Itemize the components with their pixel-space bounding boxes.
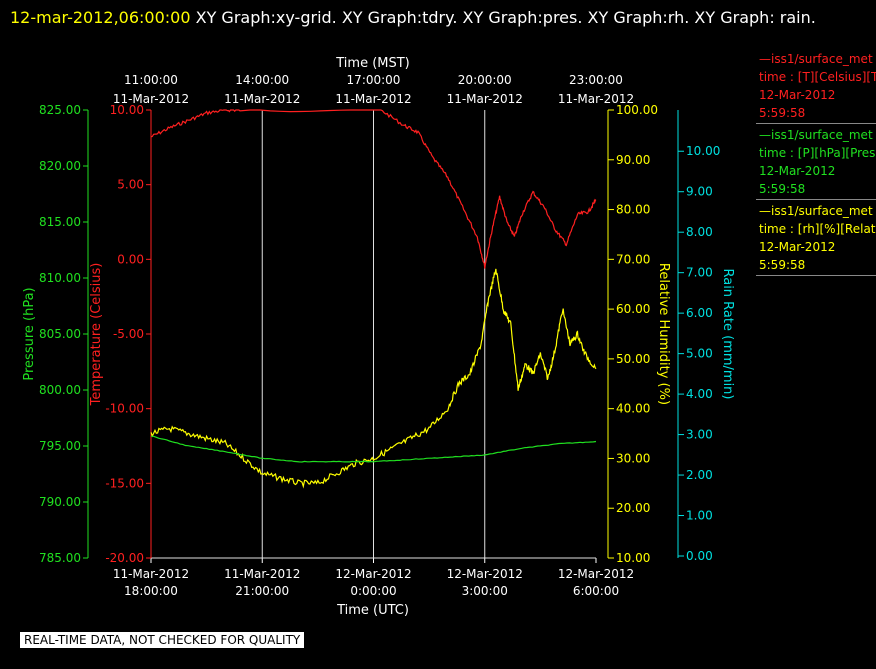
bottom-tick-time: 0:00:00 (350, 584, 396, 598)
legend-series-name: —iss1/surface_met (759, 204, 873, 218)
header-timestamp: 12-mar-2012,06:00:00 (10, 8, 191, 27)
rain-tick-label: 7.00 (686, 266, 713, 280)
top-axis-title: Time (MST) (335, 56, 410, 71)
legend-series-desc: time : [P][hPa][Pres (759, 146, 876, 160)
bottom-tick-time: 3:00:00 (462, 584, 508, 598)
legend-series-desc: time : [T][Celsius][T (759, 70, 876, 84)
rain-axis-label: Rain Rate (mm/min) (720, 268, 735, 399)
pressure-tick-label: 800.00 (39, 383, 81, 397)
bottom-tick-time: 18:00:00 (124, 584, 178, 598)
bottom-tick-time: 21:00:00 (235, 584, 289, 598)
top-tick-date: 11-Mar-2012 (224, 92, 300, 106)
pressure-tick-label: 820.00 (39, 159, 81, 173)
legend-series-desc: time : [rh][%][Relati (759, 222, 876, 236)
pressure-tick-label: 805.00 (39, 327, 81, 341)
series-line-temperature (150, 109, 597, 269)
temperature-tick-label: -20.00 (105, 551, 144, 565)
legend-series-name: —iss1/surface_met (759, 52, 873, 66)
rain-tick-label: 2.00 (686, 468, 713, 482)
temperature-tick-label: 0.00 (117, 252, 144, 266)
top-tick-date: 11-Mar-2012 (113, 92, 189, 106)
legend-date: 12-Mar-2012 (759, 88, 836, 102)
legend-entry-humidity[interactable]: —iss1/surface_met time : [rh][%][Relati … (756, 202, 876, 276)
bottom-tick-date: 11-Mar-2012 (113, 567, 189, 581)
legend-time: 5:59:58 (759, 258, 806, 272)
top-tick-time: 11:00:00 (124, 73, 178, 87)
rain-tick-label: 3.00 (686, 428, 713, 442)
legend-entry-pressure[interactable]: —iss1/surface_met time : [P][hPa][Pres 1… (756, 126, 876, 200)
legend: —iss1/surface_met time : [T][Celsius][T … (756, 50, 876, 278)
rain-tick-label: 9.00 (686, 185, 713, 199)
temperature-tick-label: -5.00 (113, 327, 144, 341)
top-tick-time: 23:00:00 (569, 73, 623, 87)
legend-time: 5:59:58 (759, 106, 806, 120)
temperature-tick-label: -15.00 (105, 476, 144, 490)
pressure-axis-label: Pressure (hPa) (22, 287, 37, 380)
pressure-tick-label: 810.00 (39, 271, 81, 285)
grid-lines (261, 110, 486, 558)
bottom-axis-title: Time (UTC) (336, 603, 409, 618)
rain-tick-label: 1.00 (686, 509, 713, 523)
humidity-axis-label: Relative Humidity (%) (656, 263, 671, 405)
top-tick-date: 11-Mar-2012 (447, 92, 523, 106)
humidity-tick-label: 80.00 (616, 203, 650, 217)
humidity-tick-label: 40.00 (616, 402, 650, 416)
legend-entry-temperature[interactable]: —iss1/surface_met time : [T][Celsius][T … (756, 50, 876, 124)
top-tick-time: 20:00:00 (458, 73, 512, 87)
pressure-tick-label: 815.00 (39, 215, 81, 229)
quality-warning-label: REAL-TIME DATA, NOT CHECKED FOR QUALITY (20, 632, 305, 648)
top-tick-date: 11-Mar-2012 (335, 92, 411, 106)
rain-tick-label: 8.00 (686, 225, 713, 239)
humidity-tick-label: 70.00 (616, 252, 650, 266)
series-line-humidity (150, 268, 597, 489)
bottom-tick-date: 11-Mar-2012 (224, 567, 300, 581)
bottom-tick-date: 12-Mar-2012 (558, 567, 634, 581)
pressure-tick-label: 825.00 (39, 103, 81, 117)
top-tick-time: 17:00:00 (347, 73, 401, 87)
legend-series-name: —iss1/surface_met (759, 128, 873, 142)
humidity-tick-label: 50.00 (616, 352, 650, 366)
top-tick-time: 14:00:00 (235, 73, 289, 87)
rain-tick-label: 5.00 (686, 347, 713, 361)
header: 12-mar-2012,06:00:00 XY Graph:xy-grid. X… (10, 4, 860, 31)
legend-date: 12-Mar-2012 (759, 164, 836, 178)
series-line-pressure (150, 435, 597, 463)
temperature-axis-label: Temperature (Celsius) (89, 263, 104, 407)
pressure-tick-label: 790.00 (39, 495, 81, 509)
humidity-tick-label: 30.00 (616, 451, 650, 465)
series-lines (150, 109, 597, 489)
legend-date: 12-Mar-2012 (759, 240, 836, 254)
temperature-tick-label: -10.00 (105, 402, 144, 416)
bottom-tick-date: 12-Mar-2012 (447, 567, 523, 581)
top-tick-date: 11-Mar-2012 (558, 92, 634, 106)
bottom-tick-time: 6:00:00 (573, 584, 619, 598)
rain-tick-label: 10.00 (686, 144, 720, 158)
humidity-tick-label: 60.00 (616, 302, 650, 316)
pressure-tick-label: 785.00 (39, 551, 81, 565)
header-graph-titles: XY Graph:xy-grid. XY Graph:tdry. XY Grap… (195, 8, 816, 27)
pressure-tick-label: 795.00 (39, 439, 81, 453)
rain-tick-label: 0.00 (686, 549, 713, 563)
rain-tick-label: 4.00 (686, 387, 713, 401)
rain-tick-label: 6.00 (686, 306, 713, 320)
humidity-tick-label: 10.00 (616, 551, 650, 565)
humidity-tick-label: 90.00 (616, 153, 650, 167)
humidity-tick-label: 20.00 (616, 501, 650, 515)
temperature-tick-label: 10.00 (110, 103, 144, 117)
legend-time: 5:59:58 (759, 182, 806, 196)
axes: 11:00:00 11-Mar-2012 11-Mar-2012 18:00:00 14… (22, 73, 735, 598)
temperature-tick-label: 5.00 (117, 178, 144, 192)
humidity-tick-label: 100.00 (616, 103, 658, 117)
bottom-tick-date: 12-Mar-2012 (335, 567, 411, 581)
